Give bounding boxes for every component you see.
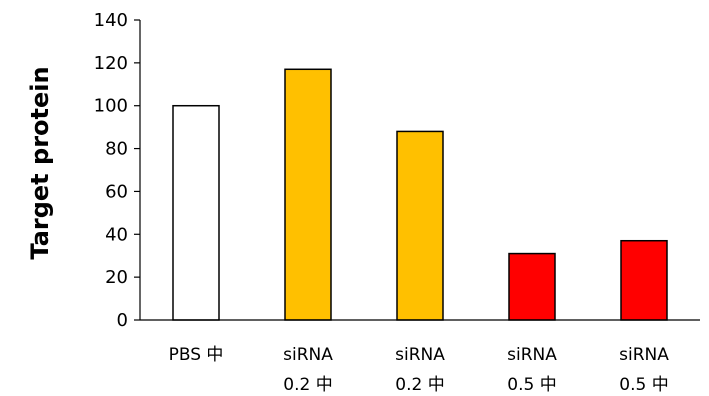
x-tick-label: siRNA [395, 345, 445, 365]
x-axis-labels: PBS 中 siRNA 0.2 中 siRNA 0.2 中 siRNA 0.5 中 siRNA… [169, 345, 670, 395]
x-tick-label: 0.2 中 [395, 375, 444, 395]
y-tick-label: 20 [105, 267, 128, 288]
bar [172, 104, 220, 321]
x-tick-label: PBS 中 [169, 345, 224, 365]
y-tick-label: 80 [105, 139, 128, 160]
bar [396, 130, 444, 321]
y-tick-label: 140 [94, 10, 128, 31]
x-tick-label: 0.5 中 [507, 375, 556, 395]
x-tick-label: siRNA [507, 345, 557, 365]
y-tick-label: 120 [94, 53, 128, 74]
x-tick-label: 0.2 中 [283, 375, 332, 395]
y-axis-ticks: 0 20 40 60 80 100 120 140 [94, 10, 140, 331]
x-tick-label: siRNA [619, 345, 669, 365]
bar [620, 239, 668, 321]
y-tick-label: 0 [117, 310, 128, 331]
y-tick-label: 100 [94, 96, 128, 117]
y-tick-label: 60 [105, 181, 128, 202]
x-tick-label: 0.5 中 [619, 375, 668, 395]
bars [172, 68, 668, 321]
bar [284, 68, 332, 321]
x-tick-label: siRNA [283, 345, 333, 365]
y-axis-label: Target protein [26, 66, 54, 259]
y-tick-label: 40 [105, 224, 128, 245]
bar [508, 252, 556, 321]
